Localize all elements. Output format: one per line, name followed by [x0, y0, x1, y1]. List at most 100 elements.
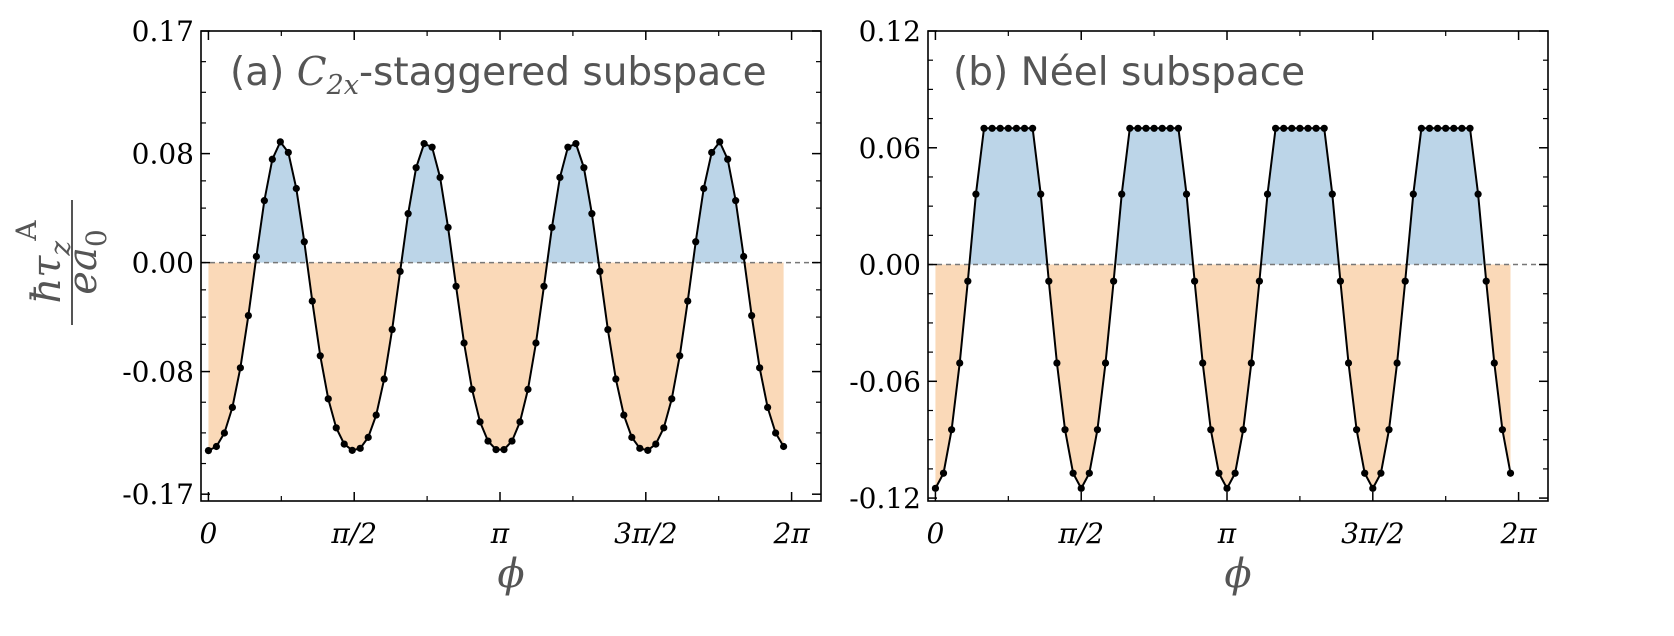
data-point	[276, 138, 284, 146]
data-point	[580, 164, 588, 172]
data-point	[956, 359, 964, 367]
data-point	[1417, 124, 1425, 132]
title-prefix: (a)	[230, 50, 297, 95]
negative-fill-region	[452, 262, 548, 450]
data-point	[1158, 124, 1166, 132]
data-point	[668, 395, 676, 403]
y-tick-label: 0.17	[132, 15, 194, 48]
positive-fill-region	[1260, 128, 1339, 265]
data-point	[380, 375, 388, 383]
data-point	[1263, 190, 1272, 198]
data-point	[204, 446, 213, 455]
data-point	[284, 148, 292, 157]
data-point	[1247, 359, 1255, 367]
data-point	[236, 364, 244, 372]
data-point	[1272, 124, 1280, 132]
data-point	[324, 395, 332, 403]
data-point	[1450, 124, 1458, 132]
negative-fill-region	[744, 262, 784, 447]
title-math-sub: 2x	[326, 70, 359, 101]
data-point	[1393, 359, 1401, 367]
data-point	[1215, 469, 1223, 477]
data-point	[300, 238, 308, 246]
x-axis-label: ϕ	[1224, 551, 1251, 597]
data-point	[1045, 277, 1053, 285]
data-point	[1353, 426, 1361, 434]
data-point	[1434, 124, 1442, 132]
data-point	[260, 197, 268, 205]
data-point	[939, 469, 948, 477]
data-point	[596, 267, 604, 275]
data-point	[1328, 190, 1336, 198]
data-point	[604, 325, 612, 334]
plot-frame	[200, 30, 822, 502]
data-point	[572, 140, 580, 148]
data-point	[780, 442, 788, 451]
x-tick-label: 3π/2	[1341, 517, 1404, 550]
data-point	[684, 297, 692, 305]
data-point	[476, 418, 484, 426]
data-point	[732, 197, 740, 205]
title-suffix: -staggered subspace	[359, 50, 767, 95]
data-point	[1191, 277, 1199, 285]
negative-fill-region	[935, 264, 970, 489]
data-point	[756, 364, 764, 372]
data-point	[420, 140, 428, 148]
data-point	[1020, 124, 1029, 132]
data-point	[1336, 277, 1344, 285]
x-tick-label: π	[490, 517, 510, 550]
data-point	[660, 424, 668, 432]
positive-fill-region	[255, 141, 308, 263]
data-point	[1288, 124, 1296, 132]
data-point	[931, 484, 940, 492]
data-point	[492, 445, 500, 454]
data-point	[372, 411, 380, 419]
data-point	[1377, 469, 1385, 477]
data-point	[1199, 359, 1207, 367]
data-point	[452, 282, 460, 290]
data-point	[436, 173, 444, 182]
data-point	[980, 124, 988, 132]
y-tick-label: 0.08	[132, 138, 194, 171]
data-point	[356, 444, 364, 452]
data-point	[1134, 124, 1142, 132]
data-point	[1296, 124, 1304, 132]
data-point	[1150, 124, 1158, 132]
data-point	[588, 210, 596, 218]
data-point	[1320, 124, 1328, 132]
data-point	[628, 433, 636, 441]
data-point	[396, 267, 404, 275]
svg-text:ħτzA: ħτzA	[10, 220, 77, 304]
data-point	[1490, 359, 1498, 367]
data-point	[444, 223, 452, 232]
data-point	[1280, 124, 1288, 132]
positive-fill-region	[969, 128, 1048, 265]
data-point	[748, 311, 756, 320]
data-point	[1466, 124, 1474, 132]
data-point	[404, 210, 412, 218]
x-tick-label: 2π	[1499, 517, 1537, 550]
data-point	[1385, 426, 1393, 434]
negative-fill-region	[1193, 264, 1261, 489]
data-point	[364, 433, 372, 441]
data-point	[348, 446, 356, 454]
data-point	[948, 426, 956, 434]
data-point	[228, 403, 236, 412]
data-point	[1029, 124, 1037, 132]
positive-fill-region	[1115, 128, 1194, 265]
data-point	[1458, 124, 1466, 132]
data-point	[1069, 469, 1077, 477]
data-point	[1037, 190, 1045, 198]
data-point	[548, 223, 556, 232]
svg-text:ea0: ea0	[60, 229, 113, 294]
ylabel-denominator: ea	[60, 247, 106, 295]
data-point	[564, 143, 572, 151]
data-point	[1093, 426, 1102, 434]
negative-fill-region	[208, 262, 256, 451]
data-point	[612, 375, 620, 383]
data-point	[316, 352, 324, 360]
data-point	[1126, 124, 1134, 132]
data-point	[516, 418, 524, 426]
ylabel-numerator: ħτ	[24, 255, 70, 304]
data-point	[1312, 124, 1320, 132]
